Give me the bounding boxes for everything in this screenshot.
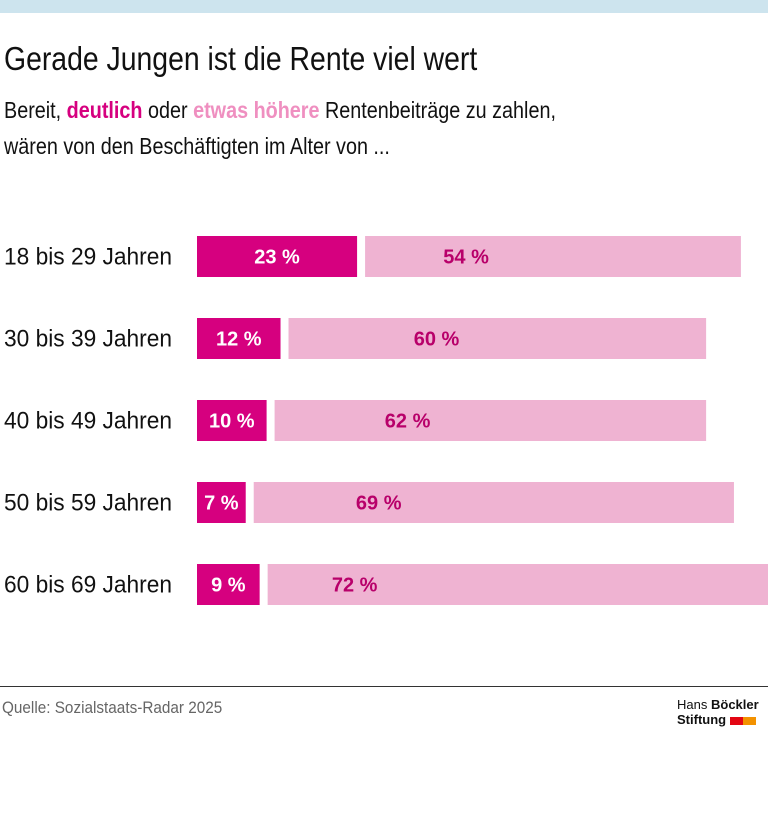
category-label: 60 bis 69 Jahren (4, 572, 172, 599)
chart-subtitle-line-1: Bereit, deutlich oder etwas höhere Rente… (4, 97, 556, 124)
bar-etwas-hoehere (365, 236, 741, 277)
data-label-deutlich: 12 % (216, 329, 262, 351)
data-label-deutlich: 10 % (209, 411, 255, 433)
bar-etwas-hoehere (267, 564, 768, 605)
subtitle-text: oder (147, 97, 188, 123)
category-label: 40 bis 49 Jahren (4, 408, 172, 435)
footer-divider (0, 686, 768, 687)
bar-chart: 18 bis 29 Jahren 23 % 54 % 30 bis 39 Jahren… (4, 236, 768, 605)
bar-deutlich (197, 482, 246, 523)
subtitle-text: Bereit, (4, 97, 62, 123)
category-label: 18 bis 29 Jahren (4, 244, 172, 271)
logo-orange-square (742, 716, 756, 725)
bar-deutlich (197, 236, 358, 277)
logo-red-square (729, 716, 743, 725)
subtitle-etwas-hoehere: etwas höhere (193, 97, 320, 123)
hans-boeckler-logo: Hans Böckler Stiftung (677, 697, 759, 727)
category-label: 30 bis 39 Jahren (4, 326, 172, 353)
data-label-deutlich: 23 % (254, 247, 300, 269)
bar-etwas-hoehere (274, 400, 707, 441)
chart-subtitle-line-2: wären von den Beschäftigten im Alter von… (4, 133, 390, 159)
category-label: 50 bis 59 Jahren (4, 490, 172, 517)
data-label-etwas-hoehere: 60 % (414, 329, 460, 351)
bar-etwas-hoehere (253, 482, 734, 523)
top-bar (0, 0, 768, 13)
bar-etwas-hoehere (288, 318, 707, 359)
bar-deutlich (197, 564, 260, 605)
data-label-deutlich: 9 % (211, 575, 246, 597)
data-label-etwas-hoehere: 69 % (356, 493, 402, 515)
subtitle-deutlich: deutlich (66, 97, 143, 123)
bar-deutlich (197, 318, 281, 359)
data-label-etwas-hoehere: 62 % (385, 411, 431, 433)
data-label-deutlich: 7 % (204, 493, 239, 515)
source-note: Quelle: Sozialstaats-Radar 2025 (2, 698, 223, 717)
bar-deutlich (197, 400, 267, 441)
chart-title: Gerade Jungen ist die Rente viel wert (4, 40, 478, 77)
data-label-etwas-hoehere: 72 % (332, 575, 378, 597)
data-label-etwas-hoehere: 54 % (443, 247, 489, 269)
subtitle-text: Rentenbeiträge zu zahlen, (325, 97, 556, 123)
